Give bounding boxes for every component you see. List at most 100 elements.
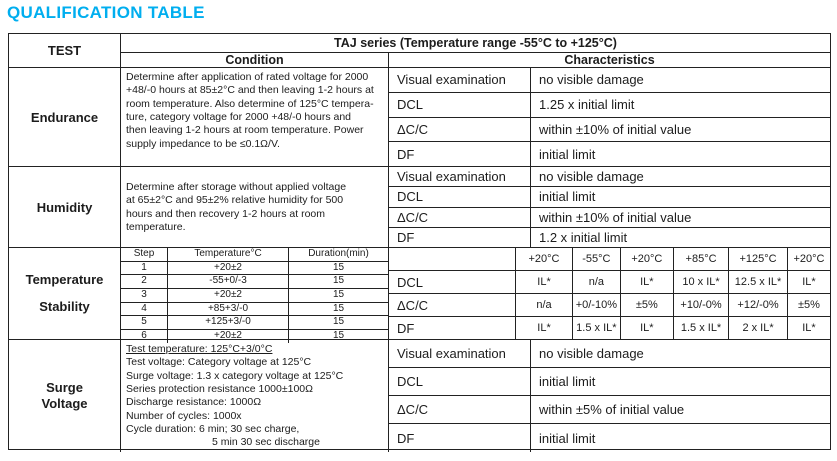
step-cell: 15 — [332, 261, 345, 273]
humidity-condition: Determine after storage without applied … — [121, 167, 389, 247]
characteristic-row: ΔC/C within ±10% of initial value — [389, 116, 830, 142]
characteristic-label: DCL — [389, 187, 531, 207]
surge-characteristics: Visual examination no visible damage DCL… — [389, 340, 830, 452]
characteristic-row: DCL initial limit — [389, 186, 830, 207]
characteristic-value: initial limit — [539, 374, 596, 390]
grid-cell: +10/-0% — [674, 294, 730, 316]
grid-row-dcl: DCL IL* n/a IL* 10 x IL* 12.5 x IL* IL* — [389, 270, 830, 293]
humidity-characteristics: Visual examination no visible damage DCL… — [389, 167, 830, 247]
characteristic-value: 1.2 x initial limit — [539, 229, 628, 245]
grid-cell: +12/-0% — [729, 294, 788, 316]
characteristic-label: DF — [389, 424, 531, 452]
step-cell: +20±2 — [168, 289, 289, 302]
test-name-line: Surge — [46, 379, 83, 395]
grid-empty-corner — [389, 248, 516, 270]
characteristic-row: DCL initial limit — [389, 367, 830, 396]
grid-cell: 2 x IL* — [729, 317, 788, 339]
grid-temp-header: +20°C — [516, 248, 574, 270]
grid-cell: 1.5 x IL* — [674, 317, 730, 339]
page-title: QUALIFICATION TABLE — [7, 3, 205, 22]
characteristic-value: within ±10% of initial value — [539, 209, 692, 225]
steps-header: Duration(min) — [308, 248, 369, 259]
characteristic-value: no visible damage — [539, 169, 644, 185]
grid-row-label: DF — [389, 317, 516, 339]
characteristic-value: within ±5% of initial value — [539, 402, 685, 418]
section-humidity: Humidity Determine after storage without… — [9, 166, 830, 247]
condition-line: Determine after application of rated vol… — [126, 71, 369, 83]
grid-temp-header: -55°C — [573, 248, 621, 270]
header-right: TAJ series (Temperature range -55°C to +… — [121, 34, 830, 67]
grid-temp-header: +125°C — [729, 248, 788, 270]
step-cell: +20±2 — [168, 330, 289, 343]
header-series: TAJ series (Temperature range -55°C to +… — [334, 36, 617, 50]
characteristic-label: ΔC/C — [389, 207, 531, 227]
steps-header-row: Step Temperature°C Duration(min) — [121, 248, 388, 261]
tempstab-steps-table: Step Temperature°C Duration(min) 1 +20±2… — [121, 248, 389, 343]
condition-line: then leaving 1-2 hours at room temperatu… — [126, 124, 364, 137]
characteristic-label: DF — [389, 142, 531, 166]
condition-line: Test voltage: Category voltage at 125°C — [126, 356, 312, 369]
characteristic-label: DF — [389, 227, 531, 247]
condition-line: Number of cycles: 1000x — [126, 409, 242, 422]
step-cell: 1 — [121, 261, 168, 275]
test-name-endurance: Endurance — [9, 68, 121, 166]
characteristic-value: no visible damage — [539, 346, 644, 362]
grid-temp-header: +20°C — [621, 248, 674, 270]
grid-cell: ±5% — [798, 299, 820, 311]
characteristic-label: DCL — [389, 92, 531, 117]
grid-temp-header-row: +20°C -55°C +20°C +85°C +125°C +20°C — [389, 248, 830, 270]
surge-condition: Test temperature: 125°C+3/0°C Test volta… — [121, 340, 389, 452]
section-endurance: Endurance Determine after application of… — [9, 67, 830, 166]
grid-cell: IL* — [802, 322, 816, 334]
condition-line: Surge voltage: 1.3 x category voltage at… — [126, 369, 344, 382]
condition-line: +48/-0 hours at 85±2°C and then leaving … — [126, 84, 374, 97]
step-cell: 2 — [121, 275, 168, 289]
characteristic-label: DCL — [389, 368, 531, 396]
step-cell: 15 — [332, 275, 345, 287]
characteristic-value: initial limit — [539, 430, 596, 446]
condition-line: at 65±2°C and 95±2% relative humidity fo… — [126, 194, 344, 207]
test-name-temperature-stability: Temperature Stability — [9, 248, 121, 339]
step-cell: 15 — [332, 302, 345, 314]
test-name-humidity: Humidity — [9, 167, 121, 247]
condition-line: hours and then recovery 1-2 hours at roo… — [126, 207, 326, 220]
condition-line: 5 min 30 sec discharge — [212, 436, 320, 449]
steps-row: 4 +85+3/-0 15 — [121, 301, 388, 316]
characteristic-value: initial limit — [539, 189, 596, 205]
characteristic-row: Visual examination no visible damage — [389, 68, 830, 92]
grid-row-dcc: ΔC/C n/a +0/-10% ±5% +10/-0% +12/-0% ±5% — [389, 293, 830, 316]
characteristic-label: Visual examination — [389, 340, 531, 368]
header-test: TEST — [9, 34, 121, 67]
grid-temp-header: +85°C — [674, 248, 730, 270]
grid-cell: IL* — [516, 271, 574, 293]
characteristic-label: Visual examination — [389, 68, 531, 92]
characteristic-label: ΔC/C — [389, 396, 531, 424]
grid-row-label: ΔC/C — [389, 294, 516, 316]
step-cell: 3 — [121, 289, 168, 302]
grid-cell: +0/-10% — [573, 294, 621, 316]
table-header: TEST TAJ series (Temperature range -55°C… — [9, 34, 830, 67]
endurance-characteristics: Visual examination no visible damage DCL… — [389, 68, 830, 166]
step-cell: -55+0/-3 — [168, 275, 289, 289]
grid-temp-header: +20°C — [793, 253, 825, 265]
characteristic-value: no visible damage — [539, 72, 644, 88]
characteristic-value: 1.25 x initial limit — [539, 97, 635, 113]
characteristic-row: Visual examination no visible damage — [389, 340, 830, 368]
characteristic-row: DF 1.2 x initial limit — [389, 226, 830, 247]
section-surge-voltage: Surge Voltage Test temperature: 125°C+3/… — [9, 339, 830, 452]
condition-line: Cycle duration: 6 min; 30 sec charge, — [126, 422, 300, 435]
condition-line: Test temperature: 125°C+3/0°C — [126, 343, 273, 355]
step-cell: 5 — [121, 316, 168, 330]
endurance-condition: Determine after application of rated vol… — [121, 68, 389, 166]
tempstab-grid: +20°C -55°C +20°C +85°C +125°C +20°C DCL… — [389, 248, 830, 339]
step-cell: 4 — [121, 302, 168, 316]
test-name-line: Temperature — [25, 271, 104, 287]
characteristic-value: initial limit — [539, 146, 596, 162]
header-condition: Condition — [121, 53, 389, 67]
grid-cell: 1.5 x IL* — [573, 317, 621, 339]
grid-cell: IL* — [802, 276, 816, 288]
characteristic-row: DF initial limit — [389, 423, 830, 452]
steps-row: 6 +20±2 15 — [121, 329, 388, 343]
characteristic-value: within ±10% of initial value — [539, 121, 692, 137]
grid-cell: n/a — [516, 294, 574, 316]
